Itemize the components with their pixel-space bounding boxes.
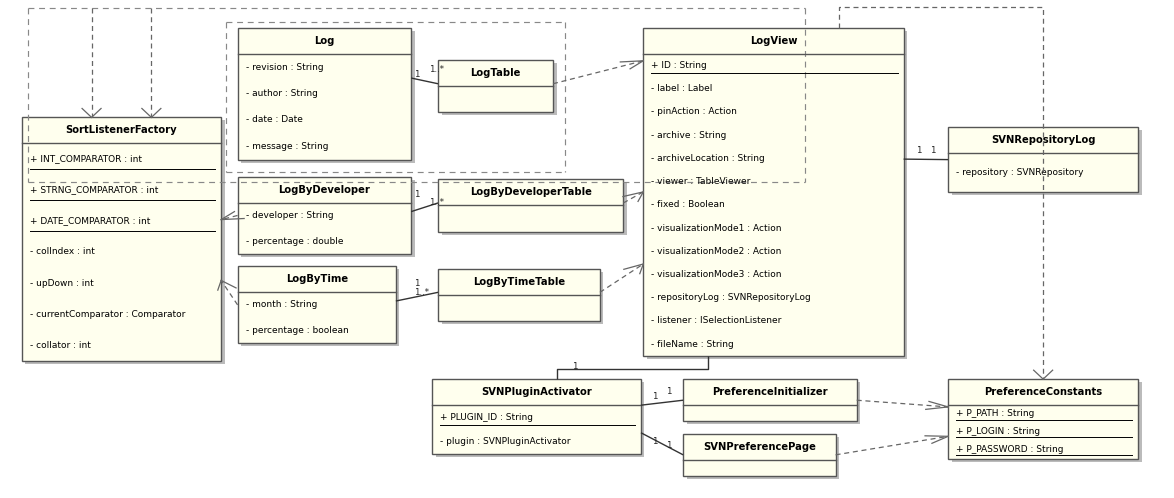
Polygon shape [22,118,221,361]
Text: LogByDeveloperTable: LogByDeveloperTable [470,187,592,197]
Text: + INT_COMPARATOR : int: + INT_COMPARATOR : int [31,154,142,163]
Text: - revision : String: - revision : String [245,63,323,72]
Text: + STRNG_COMPARATOR : int: + STRNG_COMPARATOR : int [31,185,158,194]
Polygon shape [438,179,623,232]
Text: - repositoryLog : SVNRepositoryLog: - repositoryLog : SVNRepositoryLog [652,293,811,302]
Text: - month : String: - month : String [245,300,317,309]
Text: + P_PASSWORD : String: + P_PASSWORD : String [957,445,1064,454]
Text: - plugin : SVNPluginActivator: - plugin : SVNPluginActivator [440,437,571,446]
Polygon shape [687,382,861,424]
Text: - repository : SVNRepository: - repository : SVNRepository [957,168,1084,177]
Text: 1: 1 [414,279,420,288]
Polygon shape [241,269,399,346]
Polygon shape [441,272,603,324]
Polygon shape [26,121,224,364]
Polygon shape [441,182,627,235]
Text: 1: 1 [414,70,420,79]
Polygon shape [949,127,1138,192]
Text: 1: 1 [930,146,936,155]
Text: LogView: LogView [750,36,797,46]
Polygon shape [647,31,908,359]
Text: - visualizationMode1 : Action: - visualizationMode1 : Action [652,224,782,233]
Text: - message : String: - message : String [245,142,329,151]
Polygon shape [438,269,600,321]
Text: - label : Label: - label : Label [652,84,713,93]
Polygon shape [241,31,414,162]
Text: Log: Log [315,36,335,46]
Text: LogByTime: LogByTime [285,274,348,284]
Text: 1..*: 1..* [414,287,430,297]
Polygon shape [237,177,411,254]
Polygon shape [432,379,641,454]
Polygon shape [949,379,1138,459]
Polygon shape [687,437,839,479]
Text: - viewer : TableViewer: - viewer : TableViewer [652,177,751,186]
Text: 1..*: 1..* [430,198,445,207]
Text: + ID : String: + ID : String [652,61,707,70]
Text: - archiveLocation : String: - archiveLocation : String [652,154,765,163]
Polygon shape [683,434,836,476]
Polygon shape [436,382,645,457]
Text: 1: 1 [916,146,922,155]
Polygon shape [237,266,396,343]
Text: - fileName : String: - fileName : String [652,340,734,349]
Text: 1: 1 [653,437,657,446]
Text: SVNPluginActivator: SVNPluginActivator [481,387,592,397]
Text: + PLUGIN_ID : String: + PLUGIN_ID : String [440,413,533,422]
Text: - author : String: - author : String [245,89,318,98]
Text: - pinAction : Action: - pinAction : Action [652,108,737,117]
Polygon shape [952,130,1141,195]
Text: LogByDeveloper: LogByDeveloper [278,185,370,195]
Text: PreferenceInitializer: PreferenceInitializer [713,387,828,397]
Text: SVNPreferencePage: SVNPreferencePage [703,442,816,452]
Text: 1: 1 [667,441,672,450]
Text: PreferenceConstants: PreferenceConstants [984,387,1102,397]
Text: - developer : String: - developer : String [245,211,333,220]
Polygon shape [241,180,414,257]
Text: 1: 1 [667,387,672,396]
Polygon shape [683,379,857,421]
Text: SVNRepositoryLog: SVNRepositoryLog [991,135,1095,145]
Text: - percentage : double: - percentage : double [245,237,343,246]
Text: 1: 1 [653,392,657,401]
Text: 1..*: 1..* [430,65,445,74]
Text: - collator : int: - collator : int [31,341,90,350]
Text: LogTable: LogTable [471,68,521,78]
Text: - archive : String: - archive : String [652,130,727,139]
Polygon shape [441,63,556,116]
Text: - currentComparator : Comparator: - currentComparator : Comparator [31,310,185,319]
Text: LogByTimeTable: LogByTimeTable [473,277,565,287]
Text: - listener : ISelectionListener: - listener : ISelectionListener [652,316,782,325]
Text: - percentage : boolean: - percentage : boolean [245,326,349,335]
Text: + P_PATH : String: + P_PATH : String [957,409,1034,418]
Text: - upDown : int: - upDown : int [31,278,94,287]
Text: - visualizationMode2 : Action: - visualizationMode2 : Action [652,247,782,256]
Text: + P_LOGIN : String: + P_LOGIN : String [957,427,1040,436]
Text: - date : Date: - date : Date [245,116,303,124]
Text: 1: 1 [572,362,578,371]
Polygon shape [643,28,904,356]
Text: - visualizationMode3 : Action: - visualizationMode3 : Action [652,270,782,279]
Text: + DATE_COMPARATOR : int: + DATE_COMPARATOR : int [31,217,150,226]
Text: - colIndex : int: - colIndex : int [31,248,95,256]
Text: SortListenerFactory: SortListenerFactory [66,125,177,135]
Polygon shape [237,28,411,160]
Polygon shape [952,382,1141,462]
Polygon shape [438,60,553,113]
Text: 1: 1 [414,190,420,199]
Text: - fixed : Boolean: - fixed : Boolean [652,200,726,209]
